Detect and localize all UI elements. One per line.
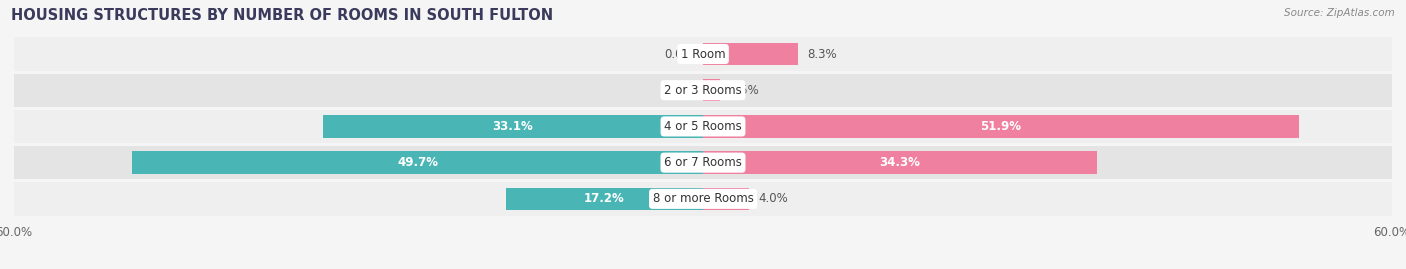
Text: 8.3%: 8.3%: [807, 48, 837, 61]
Text: HOUSING STRUCTURES BY NUMBER OF ROOMS IN SOUTH FULTON: HOUSING STRUCTURES BY NUMBER OF ROOMS IN…: [11, 8, 554, 23]
Bar: [132, 151, 703, 174]
Bar: [14, 182, 1392, 215]
Text: 17.2%: 17.2%: [583, 192, 624, 205]
Text: 51.9%: 51.9%: [980, 120, 1022, 133]
Bar: [703, 188, 749, 210]
Text: 1 Room: 1 Room: [681, 48, 725, 61]
Bar: [14, 110, 1392, 143]
Text: 0.0%: 0.0%: [664, 84, 693, 97]
Bar: [703, 43, 799, 65]
Text: 4.0%: 4.0%: [758, 192, 787, 205]
Bar: [14, 73, 1392, 107]
Bar: [506, 188, 703, 210]
Text: 49.7%: 49.7%: [396, 156, 439, 169]
Bar: [323, 115, 703, 138]
Text: 4 or 5 Rooms: 4 or 5 Rooms: [664, 120, 742, 133]
Bar: [14, 37, 1392, 71]
Text: 33.1%: 33.1%: [492, 120, 533, 133]
Text: Source: ZipAtlas.com: Source: ZipAtlas.com: [1284, 8, 1395, 18]
Text: 1.5%: 1.5%: [730, 84, 759, 97]
Bar: [703, 115, 1299, 138]
Bar: [703, 79, 720, 101]
Text: 6 or 7 Rooms: 6 or 7 Rooms: [664, 156, 742, 169]
Text: 34.3%: 34.3%: [880, 156, 921, 169]
Text: 0.0%: 0.0%: [664, 48, 693, 61]
Bar: [703, 151, 1097, 174]
Text: 2 or 3 Rooms: 2 or 3 Rooms: [664, 84, 742, 97]
Bar: [14, 146, 1392, 179]
Text: 8 or more Rooms: 8 or more Rooms: [652, 192, 754, 205]
